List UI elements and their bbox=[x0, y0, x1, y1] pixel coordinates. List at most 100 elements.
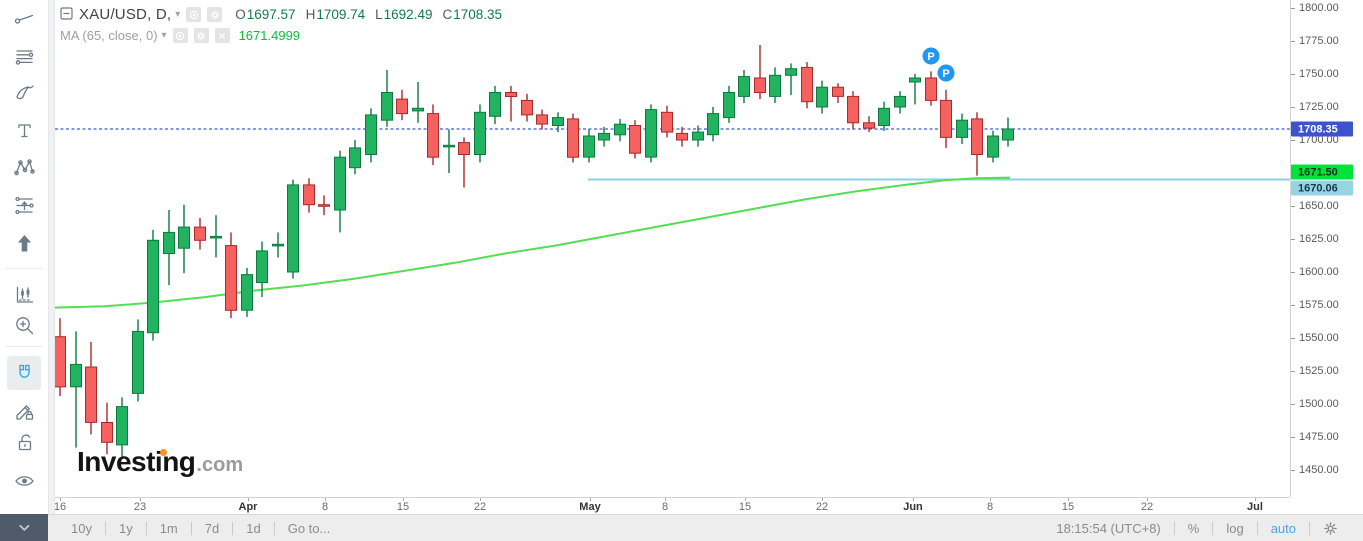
time-tick-mark bbox=[325, 498, 326, 501]
time-tick-label: Apr bbox=[238, 501, 258, 513]
candle-body bbox=[458, 142, 470, 156]
price-tick-label: 1625.00 bbox=[1299, 233, 1339, 245]
price-axis[interactable]: 1800.001775.001750.001725.001700.001675.… bbox=[1290, 0, 1363, 497]
time-tick-mark bbox=[665, 498, 666, 501]
candle-body bbox=[443, 144, 455, 148]
time-tick-label: 22 bbox=[1140, 501, 1154, 513]
xabcd-pattern-icon[interactable] bbox=[7, 150, 41, 184]
price-tag: 1670.06 bbox=[1291, 180, 1353, 196]
auto-scale-button[interactable]: auto bbox=[1270, 520, 1296, 536]
separator bbox=[1212, 521, 1214, 535]
drawing-mode-icon[interactable] bbox=[7, 394, 41, 428]
separator bbox=[190, 521, 192, 535]
candle-body bbox=[70, 363, 82, 388]
candle-body bbox=[676, 132, 688, 141]
toolbar-separator bbox=[6, 268, 42, 269]
time-tick-mark bbox=[403, 498, 404, 501]
forecast-icon[interactable] bbox=[7, 188, 41, 222]
candle-body bbox=[785, 68, 797, 76]
watermark-orange-dot-icon bbox=[160, 449, 167, 456]
time-axis[interactable]: 16 23 Apr 8 15 22 May 8 15 22 Jun 8 15 22 Jul bbox=[54, 497, 1290, 514]
position-marker-label: P bbox=[927, 51, 934, 63]
bars-pattern-icon[interactable] bbox=[7, 277, 41, 311]
position-marker-icon[interactable] bbox=[922, 47, 940, 65]
magnet-icon[interactable] bbox=[7, 356, 41, 390]
fib-lines-icon[interactable] bbox=[7, 39, 41, 73]
lock-drawings-icon[interactable] bbox=[7, 425, 41, 459]
candle-body bbox=[85, 366, 97, 423]
toolbar-separator bbox=[6, 346, 42, 347]
price-tick-mark bbox=[1291, 8, 1295, 9]
candle-body bbox=[832, 86, 844, 97]
candle-body bbox=[349, 147, 361, 169]
zoom-in-icon[interactable] bbox=[7, 308, 41, 342]
position-marker-icon[interactable] bbox=[937, 64, 955, 82]
symbol-visibility-icon[interactable] bbox=[186, 7, 202, 22]
hide-toolbar-button[interactable] bbox=[0, 514, 48, 541]
arrow-up-icon[interactable] bbox=[7, 226, 41, 260]
candlestick-chart: PP bbox=[55, 45, 1290, 457]
candle-body bbox=[116, 406, 128, 446]
indicator-close-icon[interactable] bbox=[214, 28, 230, 43]
brush-icon[interactable] bbox=[7, 75, 41, 109]
range-button-1y[interactable]: 1y bbox=[118, 520, 133, 536]
time-tick-mark bbox=[480, 498, 481, 501]
indicator-label[interactable]: MA (65, close, 0) bbox=[60, 28, 158, 43]
separator bbox=[1173, 521, 1175, 535]
range-button-1m[interactable]: 1m bbox=[159, 520, 178, 536]
time-tick-label: Jul bbox=[1247, 501, 1263, 513]
candle-body bbox=[707, 113, 719, 136]
price-tick-mark bbox=[1291, 404, 1295, 405]
legend-collapse-icon[interactable] bbox=[60, 6, 73, 23]
price-tick-label: 1525.00 bbox=[1299, 365, 1339, 377]
chevron-down-icon bbox=[19, 524, 30, 531]
separator bbox=[104, 521, 106, 535]
time-tick-mark bbox=[140, 498, 141, 501]
candle-body bbox=[334, 156, 346, 211]
percent-scale-button[interactable]: % bbox=[1187, 520, 1200, 536]
ohlc-o: O 1697.57 bbox=[235, 7, 296, 22]
clock-label[interactable]: 18:15:54 (UTC+8) bbox=[1056, 520, 1161, 536]
symbol-title[interactable]: XAU/USD, D, bbox=[79, 6, 172, 23]
candle-body bbox=[816, 86, 828, 108]
indicator-settings-gear-icon[interactable] bbox=[193, 28, 209, 43]
text-tool-icon[interactable] bbox=[7, 113, 41, 147]
hide-drawings-icon[interactable] bbox=[7, 463, 41, 497]
ohlc-values: O 1697.57 H 1709.74 L 1692.49 C 1708.35 bbox=[235, 7, 502, 22]
indicator-visibility-icon[interactable] bbox=[172, 28, 188, 43]
axis-settings-gear-icon[interactable] bbox=[1310, 521, 1351, 536]
time-tick-mark bbox=[1255, 498, 1256, 501]
log-scale-button[interactable]: log bbox=[1226, 520, 1244, 536]
candle-body bbox=[738, 76, 750, 97]
goto-button[interactable]: Go to... bbox=[287, 520, 331, 536]
symbol-chevron-down-icon[interactable]: ▾ bbox=[175, 9, 181, 20]
price-tick-mark bbox=[1291, 107, 1295, 108]
range-button-10y[interactable]: 10y bbox=[71, 520, 92, 536]
candle-body bbox=[132, 330, 144, 394]
candle-body bbox=[863, 122, 875, 129]
candle-body bbox=[427, 113, 439, 158]
position-marker-label: P bbox=[942, 68, 949, 80]
candle-body bbox=[629, 125, 641, 154]
price-tick-mark bbox=[1291, 371, 1295, 372]
time-tick-mark bbox=[990, 498, 991, 501]
range-button-1d[interactable]: 1d bbox=[246, 520, 261, 536]
ohlc-l: L 1692.49 bbox=[375, 7, 433, 22]
price-tick-label: 1750.00 bbox=[1299, 68, 1339, 80]
time-tick-mark bbox=[822, 498, 823, 501]
time-tick-mark bbox=[1068, 498, 1069, 501]
candle-body bbox=[583, 135, 595, 158]
symbol-row: XAU/USD, D, ▾ O 1697.57 H 1709.74 L 1692.49 C 1… bbox=[60, 4, 502, 25]
price-tick-mark bbox=[1291, 239, 1295, 240]
price-tick-mark bbox=[1291, 470, 1295, 471]
symbol-settings-gear-icon[interactable] bbox=[207, 7, 223, 22]
candle-body bbox=[101, 422, 113, 443]
candle-body bbox=[598, 132, 610, 141]
candle-body bbox=[692, 131, 704, 141]
indicator-chevron-down-icon[interactable]: ▾ bbox=[161, 30, 167, 41]
range-button-7d[interactable]: 7d bbox=[204, 520, 220, 536]
trend-line-icon[interactable] bbox=[7, 1, 41, 35]
separator bbox=[145, 521, 147, 535]
time-tick-label: 8 bbox=[321, 501, 329, 513]
